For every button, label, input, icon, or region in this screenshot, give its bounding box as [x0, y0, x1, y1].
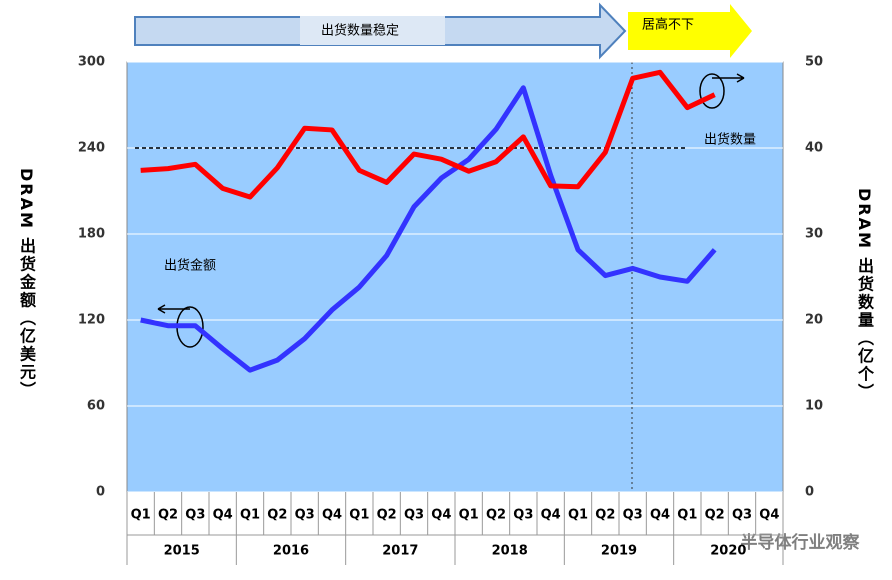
marker-arrow	[157, 304, 190, 314]
y-tick-label: 240	[78, 141, 105, 156]
year-label: 2020	[710, 544, 746, 559]
y2-tick-label: 40	[805, 141, 823, 156]
x-tick-label: Q4	[759, 508, 779, 523]
x-tick-label: Q1	[677, 508, 697, 523]
y-tick-label: 0	[96, 485, 105, 500]
x-tick-label: Q3	[185, 508, 205, 523]
y-tick-label: 300	[78, 55, 105, 70]
x-tick-label: Q3	[623, 508, 643, 523]
y2-tick-label: 0	[805, 485, 814, 500]
series-line	[140, 69, 716, 200]
x-tick-label: Q2	[158, 508, 178, 523]
x-tick-label: Q1	[568, 508, 588, 523]
annotation: 出货金额	[164, 258, 216, 274]
series-line	[140, 85, 717, 373]
x-tick-label: Q1	[459, 508, 479, 523]
x-tick-label: Q1	[240, 508, 260, 523]
banner-box	[300, 16, 445, 45]
y2-tick-label: 30	[805, 227, 823, 242]
watermark: 半导体行业观察	[741, 532, 861, 553]
marker-arrow	[712, 73, 745, 83]
y2-axis-label: DRAM 出货数量（亿个）	[855, 188, 874, 402]
x-tick-label: Q3	[295, 508, 315, 523]
annotation: 出货数量	[704, 132, 756, 148]
year-label: 2019	[601, 544, 637, 559]
plot-area	[126, 61, 784, 493]
banner-text: 出货数量稳定	[321, 23, 399, 39]
x-tick-label: Q4	[541, 508, 561, 523]
x-tick-label: Q2	[377, 508, 397, 523]
year-label: 2017	[382, 544, 418, 559]
banner-arrow	[628, 4, 752, 58]
x-tick-label: Q4	[650, 508, 670, 523]
x-tick-label: Q3	[732, 508, 752, 523]
x-tick-label: Q1	[349, 508, 369, 523]
y-tick-label: 60	[87, 399, 105, 414]
x-tick-label: Q3	[404, 508, 424, 523]
x-tick-label: Q2	[705, 508, 725, 523]
y-axis-label: DRAM 出货金额（亿美元）	[17, 168, 36, 400]
x-tick-label: Q2	[595, 508, 615, 523]
y2-tick-label: 10	[805, 399, 823, 414]
x-tick-label: Q4	[322, 508, 342, 523]
y2-tick-label: 50	[805, 55, 823, 70]
x-tick-label: Q1	[131, 508, 151, 523]
marker-ellipse	[699, 73, 725, 109]
year-label: 2018	[492, 544, 528, 559]
x-tick-label: Q2	[486, 508, 506, 523]
y2-tick-label: 20	[805, 313, 823, 328]
y-tick-label: 120	[78, 313, 105, 328]
banner-text: 居高不下	[642, 17, 694, 33]
x-tick-label: Q3	[513, 508, 533, 523]
y-tick-label: 180	[78, 227, 105, 242]
x-tick-label: Q4	[431, 508, 451, 523]
x-tick-label: Q2	[267, 508, 287, 523]
year-label: 2015	[164, 544, 200, 559]
x-tick-label: Q4	[213, 508, 233, 523]
year-label: 2016	[273, 544, 309, 559]
